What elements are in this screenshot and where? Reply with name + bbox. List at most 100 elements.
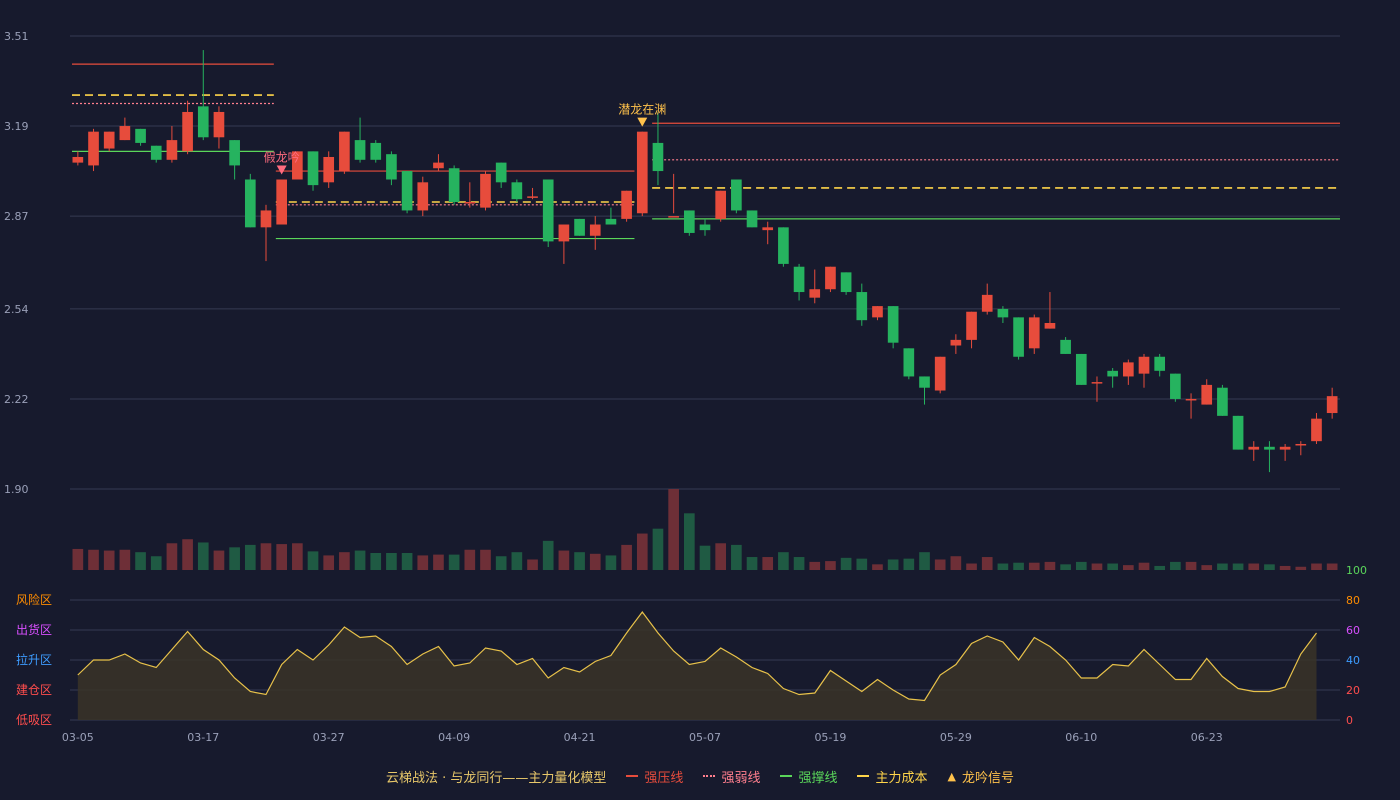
- legend-item-resistance[interactable]: 强压线: [626, 767, 683, 786]
- volume-bar: [464, 549, 476, 570]
- signal-arrow-icon: [276, 165, 287, 175]
- volume-bar: [448, 554, 460, 570]
- candle-body: [386, 154, 397, 180]
- candle: [746, 210, 758, 228]
- candle: [495, 162, 507, 188]
- candle: [1044, 292, 1056, 329]
- legend-title: 云梯战法 · 与龙同行——主力量化模型: [386, 770, 607, 786]
- candle: [229, 140, 240, 180]
- volume-bar: [1295, 566, 1307, 570]
- candle: [339, 131, 350, 174]
- legend-label-cost: 主力成本: [875, 770, 928, 786]
- volume-bar: [292, 543, 303, 570]
- legend-swatch-support: [780, 775, 793, 777]
- candle-body: [1044, 322, 1056, 329]
- candle-body: [589, 224, 601, 236]
- volume-bar: [401, 552, 413, 570]
- candle: [276, 179, 287, 225]
- candle-body: [1264, 446, 1275, 450]
- candle-body: [213, 111, 225, 138]
- candle-body: [1013, 317, 1024, 357]
- price-tick-label: 2.87: [4, 210, 29, 223]
- candle: [292, 151, 303, 180]
- volume-bars: [72, 489, 1338, 570]
- volume-bar: [527, 559, 538, 570]
- candle: [919, 376, 930, 405]
- legend-label-weak: 强弱线: [721, 770, 761, 786]
- candle: [386, 151, 397, 186]
- candle-body: [934, 356, 946, 391]
- candle: [997, 306, 1009, 323]
- signal-label: 假龙吟: [264, 149, 300, 164]
- volume-bar: [856, 558, 868, 570]
- candle-body: [919, 376, 930, 388]
- candle-body: [950, 339, 962, 346]
- volume-bar: [1091, 563, 1103, 570]
- volume-bar: [135, 552, 146, 570]
- volume-bar: [323, 555, 335, 570]
- candle: [88, 128, 99, 172]
- candle-body: [1217, 387, 1228, 416]
- date-tick-label: 06-10: [1065, 731, 1097, 744]
- volume-bar: [981, 557, 993, 570]
- candle-body: [527, 196, 538, 198]
- volume-bar: [354, 550, 366, 570]
- volume-bar: [1201, 565, 1213, 570]
- volume-bar: [934, 559, 946, 570]
- legend-item-weak[interactable]: 强弱线: [703, 767, 760, 786]
- volume-bar: [103, 550, 115, 570]
- candle-body: [746, 210, 758, 228]
- volume-bar: [1232, 563, 1244, 570]
- candle-body: [1075, 353, 1087, 385]
- candle: [950, 334, 962, 354]
- candle: [966, 311, 977, 349]
- candlesticks: [72, 50, 1338, 473]
- date-tick-label: 05-07: [689, 731, 721, 744]
- candle: [872, 306, 883, 321]
- legend-item-support[interactable]: 强撑线: [780, 767, 837, 786]
- candle: [636, 131, 648, 217]
- candle: [354, 117, 366, 163]
- candle: [401, 171, 413, 214]
- candle-body: [244, 179, 256, 228]
- candle-body: [903, 348, 915, 377]
- candle: [542, 179, 554, 248]
- volume-bar: [778, 552, 789, 570]
- volume-bar: [182, 539, 193, 570]
- volume-bar: [652, 528, 664, 570]
- candle: [1201, 379, 1213, 405]
- candle-body: [1028, 317, 1040, 349]
- candle: [605, 207, 617, 225]
- legend-item-cost[interactable]: 主力成本: [857, 767, 927, 786]
- volume-bar: [495, 556, 507, 570]
- candle: [150, 145, 162, 163]
- candle-body: [966, 311, 977, 340]
- date-tick-label: 03-17: [187, 731, 219, 744]
- volume-bar: [1264, 564, 1275, 570]
- candle-body: [433, 162, 444, 169]
- volume-bar: [762, 557, 774, 570]
- triangle-icon: ▲: [947, 769, 956, 783]
- indicator-tick-label: 40: [1346, 654, 1360, 667]
- candle-body: [778, 227, 789, 264]
- signal-label: 潜龙在渊: [618, 103, 666, 117]
- candle: [72, 151, 84, 166]
- candle-body: [574, 218, 585, 236]
- zone-label: 建仓区: [16, 683, 52, 697]
- candle: [1217, 384, 1228, 416]
- volume-bar: [1028, 562, 1040, 570]
- candle: [527, 187, 538, 200]
- candle: [1326, 387, 1338, 419]
- candle-body: [495, 162, 507, 183]
- candle-body: [872, 306, 883, 318]
- candle-body: [339, 131, 350, 172]
- candle: [856, 283, 868, 326]
- candle-body: [1107, 370, 1118, 377]
- legend-item-signal[interactable]: ▲ 龙吟信号: [947, 767, 1013, 786]
- indicator-line: [77, 610, 1317, 702]
- legend-swatch-cost: [857, 775, 870, 777]
- candle: [370, 140, 382, 163]
- candle: [887, 306, 899, 349]
- volume-bar: [731, 544, 742, 570]
- indicator-tick-label: 0: [1346, 714, 1353, 727]
